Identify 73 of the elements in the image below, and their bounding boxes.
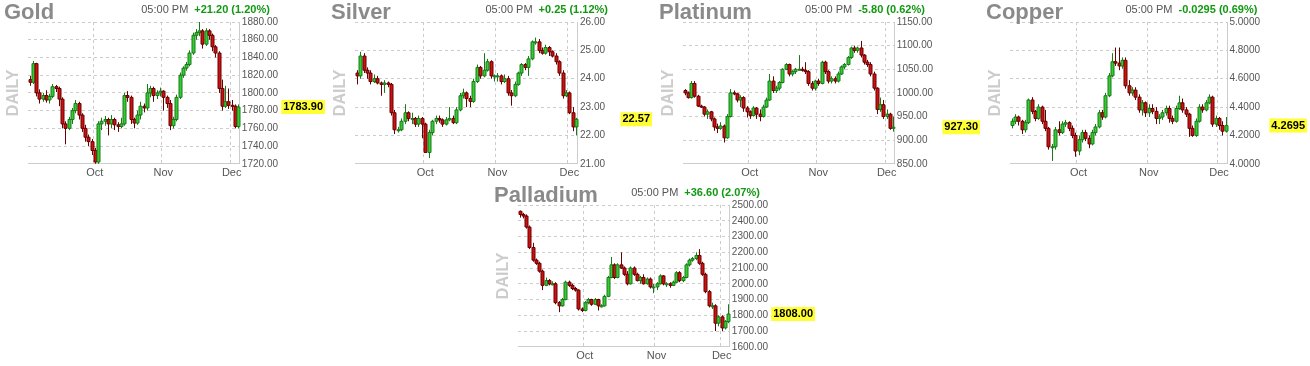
y-tick-label: 1780.00 bbox=[241, 104, 279, 116]
y-tick-label: 24.00 bbox=[579, 72, 606, 84]
y-tick-label: 1740.00 bbox=[241, 139, 279, 151]
y-tick-label: 1100.00 bbox=[896, 39, 933, 51]
x-tick-label: Nov bbox=[487, 166, 508, 179]
text: 05:00 PM bbox=[485, 3, 533, 16]
x-tick-label: Dec bbox=[1209, 166, 1230, 179]
text: 22.57 bbox=[622, 112, 650, 125]
chart-title: Silver bbox=[331, 0, 392, 25]
y-tick-label: 1800.00 bbox=[241, 86, 279, 98]
y-tick-label: 1000.00 bbox=[896, 86, 934, 98]
y-tick-label: 25.00 bbox=[579, 44, 606, 56]
y-tick-label: 1050.00 bbox=[896, 63, 934, 75]
y-tick-label: 1720.00 bbox=[241, 157, 279, 169]
text: 4.2695 bbox=[1271, 118, 1306, 131]
text: 1808.00 bbox=[773, 307, 813, 320]
text: -5.80 (0.62%) bbox=[858, 3, 926, 16]
y-tick-label: 1760.00 bbox=[241, 122, 279, 134]
y-tick-label: 1900.00 bbox=[731, 293, 769, 305]
y-tick-label: 850.00 bbox=[896, 157, 928, 169]
y-tick-label: 1150.00 bbox=[896, 15, 933, 27]
text: +0.25 (1.12%) bbox=[538, 3, 609, 16]
y-tick-label: 1840.00 bbox=[241, 51, 279, 63]
text: 05:00 PM bbox=[805, 3, 853, 16]
text: 927.30 bbox=[944, 120, 979, 133]
text: +36.60 (2.07%) bbox=[684, 186, 761, 199]
x-tick-label: Oct bbox=[1070, 166, 1088, 179]
y-tick-label: 21.00 bbox=[579, 157, 606, 169]
y-tick-label: 1700.00 bbox=[731, 324, 769, 336]
x-tick-label: Nov bbox=[808, 166, 829, 179]
y-tick-label: 5.0000 bbox=[1229, 15, 1261, 27]
x-tick-label: Dec bbox=[711, 349, 732, 362]
y-tick-label: 22.00 bbox=[579, 129, 606, 141]
chart-title: Palladium bbox=[494, 182, 598, 208]
y-tick-label: 950.00 bbox=[896, 110, 928, 122]
chart-title: Copper bbox=[986, 0, 1064, 25]
x-tick-label: Nov bbox=[646, 349, 667, 362]
text: 05:00 PM bbox=[631, 186, 679, 199]
y-tick-label: 2500.00 bbox=[731, 198, 769, 210]
x-tick-label: Oct bbox=[741, 166, 759, 179]
x-tick-label: Oct bbox=[416, 166, 434, 179]
y-tick-label: 2200.00 bbox=[731, 246, 769, 258]
text: -0.0295 (0.69%) bbox=[1178, 3, 1258, 16]
chart-title: Platinum bbox=[659, 0, 752, 25]
chart-title: Gold bbox=[4, 0, 55, 25]
y-tick-label: 23.00 bbox=[579, 100, 606, 112]
x-tick-label: Oct bbox=[86, 166, 104, 179]
y-tick-label: 1800.00 bbox=[731, 309, 769, 321]
text: 05:00 PM bbox=[1125, 3, 1173, 16]
y-tick-label: 4.8000 bbox=[1229, 44, 1261, 56]
y-tick-label: 4.0000 bbox=[1229, 157, 1261, 169]
text: 05:00 PM bbox=[141, 3, 189, 16]
x-tick-label: Dec bbox=[221, 166, 242, 179]
y-tick-label: 2000.00 bbox=[731, 277, 769, 289]
y-tick-label: 1820.00 bbox=[241, 68, 279, 80]
y-tick-label: 2100.00 bbox=[731, 261, 769, 273]
y-tick-label: 1860.00 bbox=[241, 33, 279, 45]
y-tick-label: 4.6000 bbox=[1229, 72, 1261, 84]
x-tick-label: Nov bbox=[153, 166, 174, 179]
y-tick-label: 2400.00 bbox=[731, 214, 769, 226]
y-tick-label: 4.4000 bbox=[1229, 100, 1261, 112]
y-tick-label: 900.00 bbox=[896, 133, 928, 145]
y-tick-label: 1880.00 bbox=[241, 15, 279, 27]
x-tick-label: Dec bbox=[876, 166, 897, 179]
y-tick-label: 1600.00 bbox=[731, 340, 769, 352]
text: 1783.90 bbox=[283, 100, 323, 113]
y-tick-label: 4.2000 bbox=[1229, 129, 1261, 141]
y-tick-label: 26.00 bbox=[579, 15, 606, 27]
x-tick-label: Nov bbox=[1139, 166, 1160, 179]
y-tick-label: 2300.00 bbox=[731, 230, 769, 242]
text: +21.20 (1.20%) bbox=[194, 3, 271, 16]
x-tick-label: Dec bbox=[559, 166, 580, 179]
x-tick-label: Oct bbox=[576, 349, 594, 362]
